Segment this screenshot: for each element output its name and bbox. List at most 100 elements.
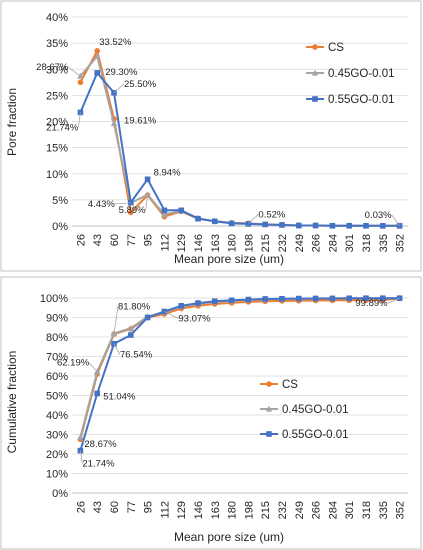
x-tick-label: 60 [109,234,121,246]
leader-line [145,195,148,211]
data-label: 81.80% [118,301,151,312]
legend-item: 0.45GO-0.01 [260,404,348,416]
y-tick-label: 50% [46,391,68,403]
y-tick-label: 5% [52,195,68,207]
data-labels: 81.80% 62.19% 28.67% 51.04% 76.54% 93.07% 21.7… [57,297,400,470]
data-point [161,207,168,214]
y-tick-label: 70% [46,352,68,364]
x-tick-label: 163 [210,234,222,252]
x-tick-label: 95 [143,234,155,246]
data-label: 21.74% [82,459,115,470]
series-0-55go-0-01 [77,70,403,229]
leader-line [78,112,81,128]
data-point [161,211,168,218]
leader-line [113,83,125,94]
x-tick-label: 215 [260,234,272,252]
data-point [195,300,201,306]
legend-item: 0.55GO-0.01 [306,94,394,106]
y-tick-label: 25% [46,90,68,102]
x-tick-label: 129 [176,234,188,252]
data-label: 62.19% [57,358,90,369]
leader-line [80,436,85,445]
legend-item: CS [260,379,298,391]
legend: CS 0.45GO-0.01 0.55GO-0.01 [260,379,348,441]
y-tick-label: 100% [40,293,68,305]
x-tick-label: 198 [243,234,255,252]
data-point [245,221,252,227]
y-tick-label: 90% [46,313,68,325]
y-tick-label: 30% [46,64,68,76]
data-point [266,381,272,387]
data-label: 99.89% [355,298,388,309]
data-point [77,109,84,116]
data-point [144,176,151,183]
data-point [346,295,352,302]
y-tick-label: 10% [46,169,68,181]
data-point [312,295,319,302]
pore-fraction-chart: 28.67% 33.52% 29.30%25.50% 21.74% 19.61% 8.94… [0,0,422,272]
data-label: 0.03% [365,210,392,221]
x-tick-label: 129 [176,501,188,519]
x-tick-label: 146 [193,501,205,519]
data-point [94,52,101,59]
x-tick-label: 301 [344,234,356,252]
y-tick-label: 15% [46,143,68,155]
y-tick-label: 80% [46,332,68,344]
data-label: 33.52% [99,37,132,48]
data-point [329,222,336,229]
data-point [266,431,272,437]
data-label: 5.89% [119,205,146,216]
x-tick-label: 43 [92,234,104,246]
data-point [94,70,100,76]
legend-label: 0.45GO-0.01 [328,68,394,80]
x-tick-label: 249 [294,234,306,252]
data-point [178,207,184,214]
leader-line [113,306,119,334]
y-tick-label: 30% [46,430,68,442]
leader-line [114,202,131,205]
data-label: 21.74% [46,122,79,133]
data-point [312,222,319,229]
data-point [144,314,151,321]
x-tick-label: 146 [193,234,205,252]
y-axis-title: Cumulative fraction [5,351,19,454]
data-point [195,215,201,222]
legend-label: 0.55GO-0.01 [282,429,348,441]
cumulative-fraction-chart: 81.80% 62.19% 28.67% 51.04% 76.54% 93.07% 21.7… [0,276,422,550]
data-point [279,295,285,302]
legend-item: 0.45GO-0.01 [306,68,394,80]
data-point [77,433,84,440]
x-tick-label: 318 [361,234,373,252]
data-label: 93.07% [178,314,211,325]
x-tick-label: 95 [143,501,155,513]
x-tick-label: 232 [277,501,289,519]
y-tick-label: 60% [46,371,68,383]
data-point [262,296,268,302]
data-point [77,447,84,454]
data-point [128,199,134,206]
data-point [262,221,268,228]
data-point [77,79,84,86]
data-point [380,295,386,302]
x-axis-title: Mean pore size (um) [174,530,284,544]
x-tick-label: 301 [344,501,356,519]
data-point [212,218,218,225]
data-point [296,222,302,229]
data-label: 51.04% [103,391,136,402]
y-tick-label: 35% [46,38,68,50]
legend-item: CS [306,42,344,54]
data-label: 25.50% [124,79,157,90]
y-tick-label: 40% [46,12,68,24]
x-tick-label: 77 [126,234,138,246]
data-point [329,295,336,302]
x-tick-label: 335 [378,501,390,519]
data-label: 8.94% [154,167,181,178]
data-point [265,405,273,412]
x-tick-label: 284 [327,501,339,519]
x-tick-label: 266 [311,234,323,252]
series-group [77,48,403,229]
data-point [346,222,352,229]
x-tick-label: 215 [260,501,272,519]
data-point [363,222,369,229]
x-tick-label: 26 [75,234,87,246]
